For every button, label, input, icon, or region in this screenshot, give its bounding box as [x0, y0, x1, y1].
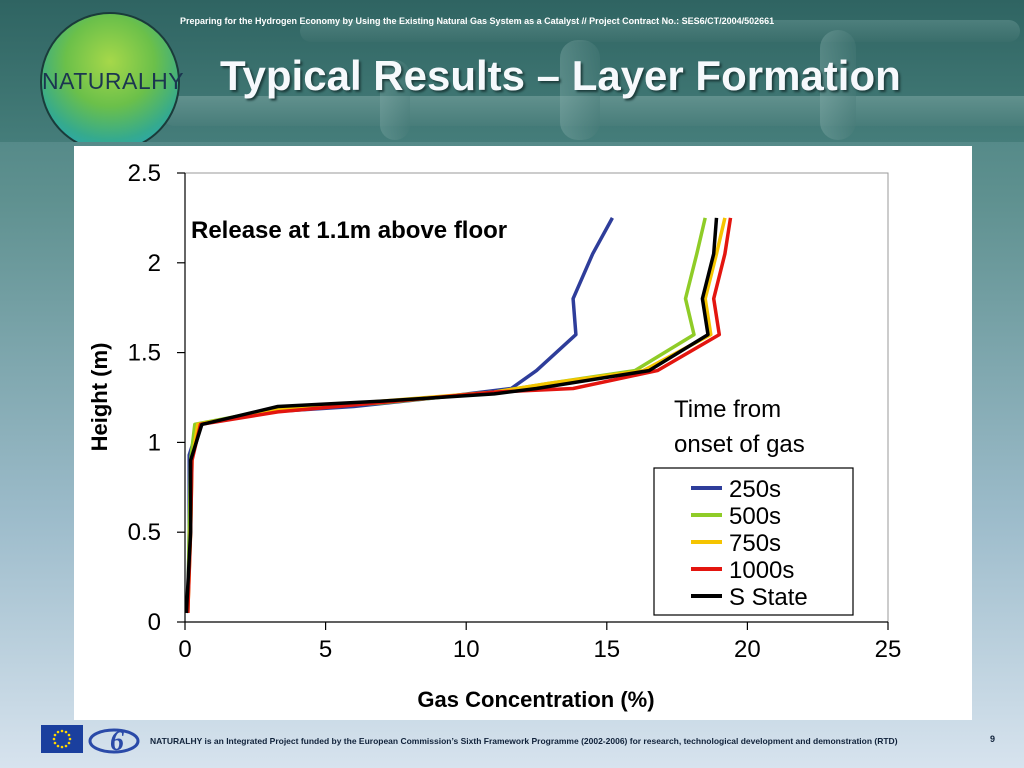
legend-label-1000s: 1000s: [729, 557, 794, 584]
legend-title-line-1: Time from: [674, 396, 781, 423]
legend-title-line-2: onset of gas: [674, 431, 805, 458]
y-tick-label: 2.5: [128, 160, 161, 187]
page-title: Typical Results – Layer Formation: [220, 52, 901, 99]
legend-label-500s: 500s: [729, 503, 781, 530]
legend-label-s-state: S State: [729, 584, 808, 611]
y-tick-label: 0: [148, 609, 161, 636]
y-tick-label: 1: [148, 429, 161, 456]
eu-stars-icon: [52, 729, 72, 749]
x-axis-title: Gas Concentration (%): [417, 687, 654, 712]
project-line: Preparing for the Hydrogen Economy by Us…: [180, 16, 775, 26]
x-tick-label: 15: [593, 636, 620, 663]
pipe-graphic: [160, 96, 1024, 126]
y-axis-title: Height (m): [87, 343, 112, 452]
line-chart: 0 5 10 15 20 25 0 0.5 1 1.5 2 2.5 Release at 1.1m a…: [87, 160, 902, 712]
legend-label-250s: 250s: [729, 476, 781, 503]
footer-text: NATURALHY is an Integrated Project funde…: [150, 736, 898, 746]
x-tick-label: 20: [734, 636, 761, 663]
footer: 6 NATURALHY is an Integrated Project fun…: [0, 722, 1024, 768]
header-banner: Preparing for the Hydrogen Economy by Us…: [0, 0, 1024, 142]
pipe-graphic: [380, 60, 410, 140]
x-tick-label: 5: [319, 636, 332, 663]
y-tick-label: 1.5: [128, 340, 161, 367]
y-tick-label: 2: [148, 250, 161, 277]
annotation-text: Release at 1.1m above floor: [191, 217, 507, 244]
y-tick-label: 0.5: [128, 519, 161, 546]
legend-box: [653, 467, 854, 616]
fp6-logo-icon: 6: [88, 726, 140, 755]
page-number: 9: [990, 734, 996, 744]
x-tick-label: 25: [875, 636, 902, 663]
pipe-graphic: [820, 30, 856, 140]
axes: 0 5 10 15 20 25 0 0.5 1 1.5 2 2.5: [128, 160, 902, 663]
pipe-graphic: [300, 20, 1020, 42]
svg-text:6: 6: [110, 726, 124, 755]
chart-panel: 0 5 10 15 20 25 0 0.5 1 1.5 2 2.5 Release at 1.1m a…: [74, 146, 972, 720]
series-line-s-state: [184, 217, 719, 614]
logo-text: NATURALHY: [42, 68, 185, 94]
eu-flag-icon: [41, 725, 83, 753]
x-tick-label: 10: [453, 636, 480, 663]
pipe-graphic: [560, 40, 600, 140]
legend-label-750s: 750s: [729, 530, 781, 557]
series-lines: [184, 217, 733, 614]
x-tick-label: 0: [178, 636, 191, 663]
naturalhy-logo: NATURALHY: [40, 12, 185, 142]
